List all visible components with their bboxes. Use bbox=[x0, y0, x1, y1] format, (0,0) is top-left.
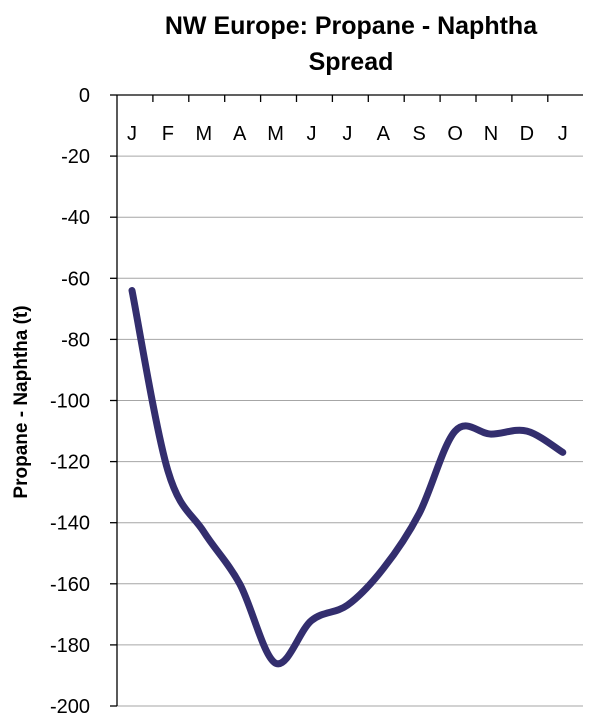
y-tick-label-0: 0 bbox=[79, 85, 90, 107]
data-point-4 bbox=[274, 661, 278, 665]
chart-title-line-2: Spread bbox=[309, 48, 394, 76]
data-point-3 bbox=[238, 582, 242, 586]
y-tick-label-10: -200 bbox=[50, 696, 90, 717]
data-point-10 bbox=[489, 432, 493, 436]
y-tick-label-2: -40 bbox=[61, 207, 90, 229]
axes bbox=[110, 94, 583, 707]
data-point-9 bbox=[453, 429, 457, 433]
data-point-12 bbox=[561, 450, 565, 454]
series-line bbox=[128, 287, 567, 668]
x-tick-label-4: M bbox=[267, 123, 284, 145]
x-tick-label-0: J bbox=[127, 123, 137, 145]
x-tick-label-6: J bbox=[342, 123, 352, 145]
x-tick-label-11: D bbox=[520, 123, 534, 145]
x-tick-label-1: F bbox=[162, 123, 174, 145]
y-tick-label-7: -140 bbox=[50, 513, 90, 535]
data-point-7 bbox=[381, 567, 385, 571]
data-point-11 bbox=[525, 429, 529, 433]
x-tick-label-12: J bbox=[558, 123, 568, 145]
data-point-1 bbox=[166, 469, 170, 473]
y-tick-label-5: -100 bbox=[50, 391, 90, 413]
y-tick-label-8: -160 bbox=[50, 574, 90, 596]
x-tick-label-2: M bbox=[195, 123, 212, 145]
x-tick-label-3: A bbox=[233, 123, 247, 145]
y-tick-label-9: -180 bbox=[50, 635, 90, 657]
x-tick-label-7: A bbox=[377, 123, 391, 145]
y-axis-label: Propane - Naphtha (t) bbox=[11, 305, 32, 498]
y-tick-label-3: -60 bbox=[61, 268, 90, 290]
data-point-2 bbox=[202, 530, 206, 534]
x-tick-label-10: N bbox=[484, 123, 498, 145]
y-tick-label-1: -20 bbox=[61, 146, 90, 168]
data-point-6 bbox=[345, 603, 349, 607]
y-tick-labels: 0 -20 -40 -60 -80 -100 -120 -140 -160 -180 -200 bbox=[50, 85, 90, 717]
x-tick-label-9: O bbox=[447, 123, 463, 145]
data-point-8 bbox=[417, 512, 421, 516]
x-tick-label-8: S bbox=[413, 123, 426, 145]
data-point-5 bbox=[310, 618, 314, 622]
y-tick-label-4: -80 bbox=[61, 329, 90, 351]
x-tick-label-5: J bbox=[307, 123, 317, 145]
chart-title-line-1: NW Europe: Propane - Naphtha bbox=[165, 12, 538, 40]
y-tick-label-6: -120 bbox=[50, 452, 90, 474]
data-point-0 bbox=[130, 289, 134, 293]
